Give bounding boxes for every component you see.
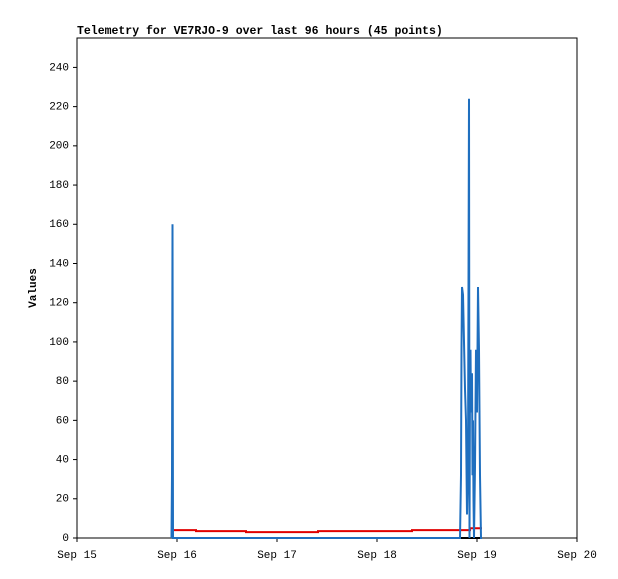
y-tick-label: 40 [56,454,69,466]
chart-title: Telemetry for VE7RJO-9 over last 96 hour… [77,25,443,38]
y-tick-label: 0 [62,533,69,545]
y-tick-label: 200 [49,141,69,153]
series-line [170,98,482,539]
y-tick-label: 120 [49,298,69,310]
y-tick-label: 60 [56,415,69,427]
plot-frame [76,37,578,539]
y-tick-label: 140 [49,258,69,270]
y-axis-label: Values [28,268,40,308]
y-tick-label: 240 [49,62,69,74]
y-tick-label: 160 [49,219,69,231]
y-tick-label: 20 [56,494,69,506]
series-line [172,527,482,534]
y-tick-label: 180 [49,180,69,192]
x-tick-label: Sep 17 [257,550,297,562]
x-tick-label: Sep 15 [57,550,97,562]
x-tick-label: Sep 18 [357,550,397,562]
y-tick-label: 100 [49,337,69,349]
y-tick-label: 220 [49,102,69,114]
x-tick-label: Sep 20 [557,550,597,562]
x-tick-label: Sep 16 [157,550,197,562]
y-tick-label: 80 [56,376,69,388]
x-tick-label: Sep 19 [457,550,497,562]
